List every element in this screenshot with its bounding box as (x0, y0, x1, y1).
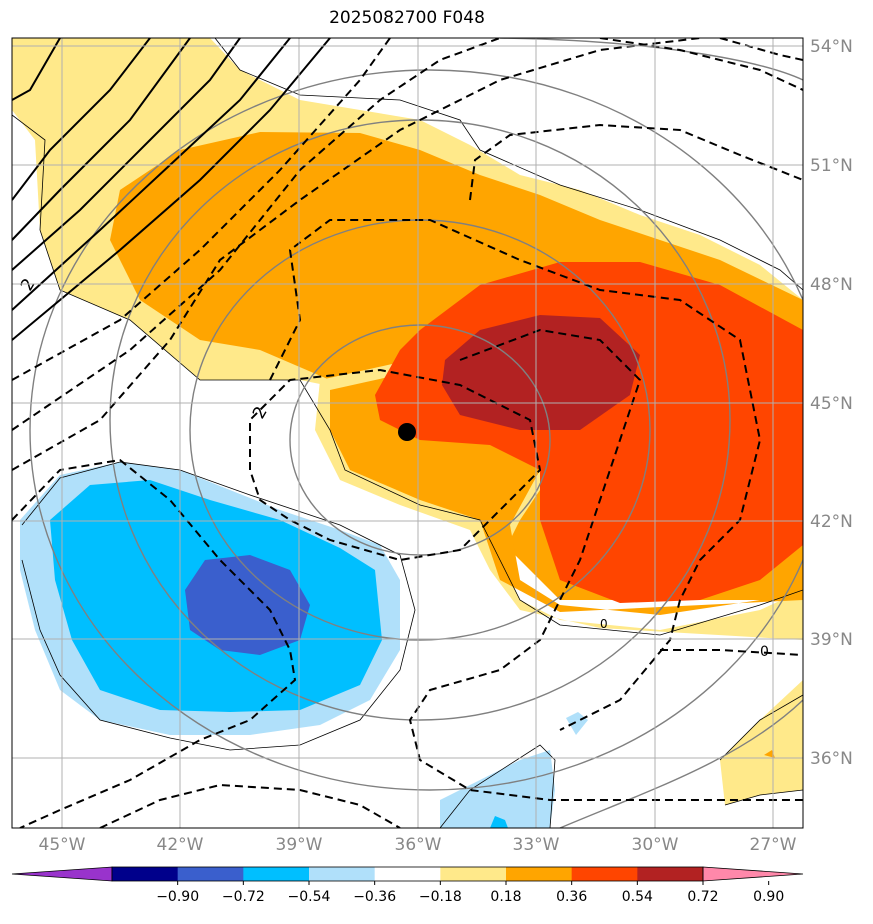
lon-label: 39°W (276, 835, 323, 855)
colorbar-segment (637, 867, 704, 881)
storm-center-marker (398, 423, 416, 441)
zero-contours (12, 38, 803, 828)
lon-label: 42°W (157, 835, 204, 855)
contour-label: 0 (600, 617, 608, 631)
lon-label: 45°W (39, 835, 86, 855)
dashed-contours (12, 38, 803, 828)
colorbar-tick-label: −0.90 (156, 889, 199, 905)
colorbar-tick-label: −0.54 (288, 889, 331, 905)
colorbar-tick-label: −0.18 (419, 889, 462, 905)
colorbar-frame (111, 866, 704, 882)
lat-label: 45°N (810, 394, 853, 414)
colorbar-tick-label: 0.54 (622, 889, 653, 905)
colorbar-tick-label: −0.36 (353, 889, 396, 905)
colorbar-tick-label: 0.90 (753, 889, 784, 905)
positive-speck-southeast (764, 750, 775, 758)
colorbar-segment (440, 867, 507, 881)
gridlines (12, 38, 803, 828)
colorbar-segment (374, 867, 441, 881)
colorbar-tick-label: 0.72 (687, 889, 718, 905)
lat-label: 36°N (810, 749, 853, 769)
colorbar-segment (571, 867, 638, 881)
grey-contours (29, 38, 803, 828)
negative-patch-south (440, 750, 555, 828)
colorbar-ticks: −0.90 −0.72 −0.54 −0.36 −0.18 0.18 0.36 0.54 0.7… (156, 881, 784, 905)
strong-negative-area (185, 555, 310, 655)
lon-label: 33°W (513, 835, 560, 855)
lon-label: 27°W (750, 835, 797, 855)
latitude-labels: 54°N 51°N 48°N 45°N 42°N 39°N 36°N (810, 37, 853, 769)
lon-label: 36°W (395, 835, 442, 855)
colorbar-tick-label: −0.72 (222, 889, 265, 905)
contour-label: 0 (760, 644, 769, 660)
colorbar-extend-high (702, 866, 804, 882)
colorbar-segment (112, 867, 179, 881)
solid-contours (12, 38, 331, 341)
colorbar-segment (309, 867, 376, 881)
negative-patch-south-core (490, 816, 508, 828)
colorbar-extend-low (11, 866, 113, 882)
positive-patch-southeast (720, 680, 803, 805)
lon-label: 30°W (632, 835, 679, 855)
colorbar-segment (243, 867, 310, 881)
colorbar-tick-label: 0.36 (556, 889, 587, 905)
lat-label: 42°N (810, 512, 853, 532)
lat-label: 51°N (810, 156, 853, 176)
colorbar-tick-label: 0.18 (490, 889, 521, 905)
plot-frame (11, 37, 804, 829)
lat-label: 39°N (810, 630, 853, 650)
colorbar-segment (177, 867, 244, 881)
map-title: 2025082700 F048 (329, 8, 485, 28)
lat-label: 54°N (810, 37, 853, 57)
colorbar (11, 866, 804, 882)
longitude-labels: 45°W 42°W 39°W 36°W 33°W 30°W 27°W (39, 835, 797, 855)
lat-label: 48°N (810, 275, 853, 295)
colorbar-segment (506, 867, 573, 881)
